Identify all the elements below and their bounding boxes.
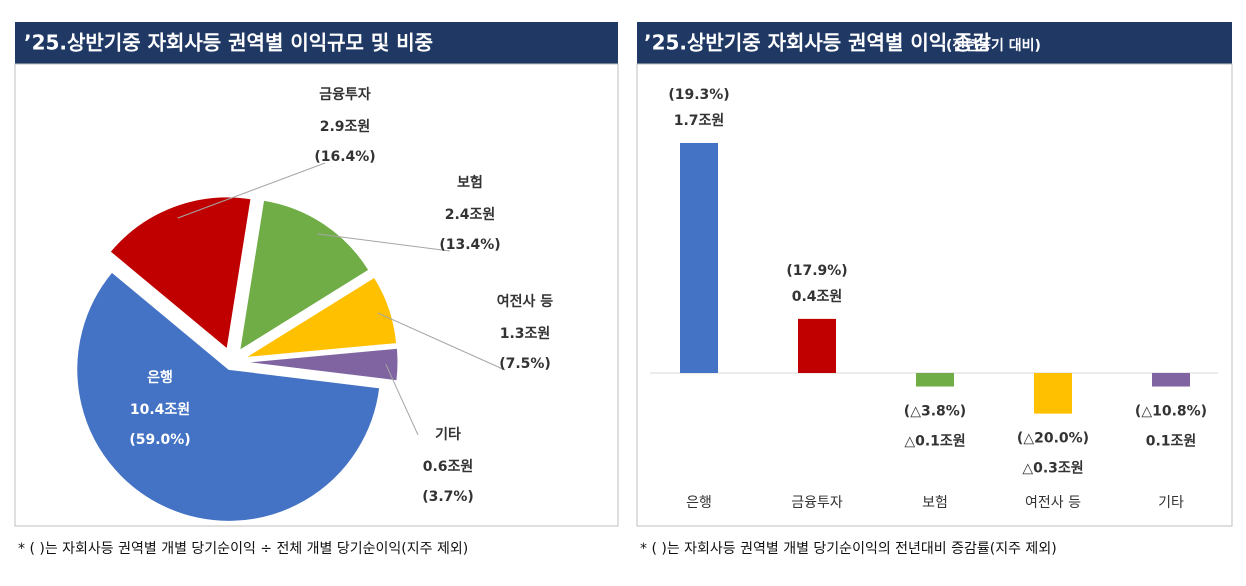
x-tick-label: 여전사 등 [1025, 495, 1081, 511]
value-label: △0.3조원 [1022, 461, 1083, 477]
bar [680, 143, 718, 373]
value-label: 0.1조원 [1146, 434, 1197, 450]
bar [916, 373, 954, 387]
change-label: (17.9%) [786, 263, 847, 279]
chart-title: ’25.상반기중 자회사등 권역별 이익규모 및 비중 [24, 31, 433, 55]
pie-slice [76, 271, 381, 522]
footnote: * ( )는 자회사등 권역별 개별 당기순이익의 전년대비 증감률(지주 제외… [640, 541, 1057, 557]
share-label: (59.0%) [129, 432, 190, 448]
x-tick-label: 금융투자 [791, 495, 843, 511]
change-label: (△20.0%) [1017, 431, 1089, 447]
share-label: (13.4%) [439, 237, 500, 253]
change-label: (△10.8%) [1135, 404, 1207, 420]
value-label: 1.7조원 [674, 113, 725, 129]
slice-label: 은행 [147, 370, 173, 386]
share-label: (16.4%) [314, 149, 375, 165]
leader-line [177, 162, 326, 219]
value-label: △0.1조원 [904, 434, 965, 450]
chart-subtitle: (전년동기 대비) [946, 37, 1041, 54]
value-label: 0.4조원 [792, 289, 843, 305]
x-tick-label: 기타 [1158, 495, 1184, 511]
chart-frame [636, 63, 1233, 527]
leader-line [385, 364, 419, 436]
chart-title: ’25.상반기중 자회사등 권역별 이익 증감 [644, 31, 991, 55]
value-label: 10.4조원 [130, 402, 190, 418]
leader-line [317, 233, 451, 252]
pie-slice [109, 196, 252, 350]
slice-label: 보험 [457, 174, 483, 191]
change-label: (19.3%) [668, 87, 729, 103]
value-label: 0.6조원 [423, 459, 474, 475]
value-label: 2.4조원 [445, 207, 496, 223]
slice-label: 여전사 등 [497, 293, 554, 310]
title-bar [15, 22, 618, 64]
pie-slice [245, 276, 398, 359]
slice-label: 금융투자 [319, 87, 371, 103]
change-label: (△3.8%) [904, 404, 966, 420]
share-label: (7.5%) [499, 356, 551, 372]
value-label: 1.3조원 [500, 326, 551, 342]
bar [1152, 373, 1190, 387]
footnote: * ( )는 자회사등 권역별 개별 당기순이익 ÷ 전체 개별 당기순이익(지… [18, 541, 468, 557]
pie-slice [239, 199, 370, 352]
bar [1034, 373, 1072, 414]
bar [798, 318, 836, 373]
title-bar [637, 22, 1232, 64]
value-label: 2.9조원 [320, 119, 371, 135]
x-tick-label: 은행 [686, 495, 712, 511]
slice-label: 기타 [435, 427, 461, 443]
pie-slice [245, 347, 399, 382]
x-tick-label: 보험 [922, 495, 948, 511]
share-label: (3.7%) [422, 489, 474, 505]
leader-line [377, 312, 506, 371]
